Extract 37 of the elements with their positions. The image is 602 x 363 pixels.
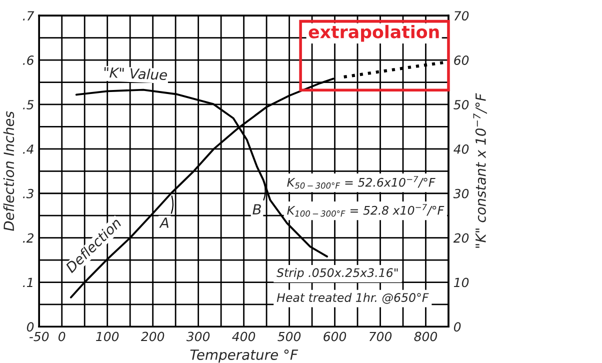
y-tick-label: .7 bbox=[23, 11, 34, 20]
y-tick-label: .6 bbox=[23, 56, 34, 65]
y2-tick-label: 40 bbox=[454, 144, 469, 154]
y2-tick-label: 10 bbox=[454, 278, 469, 288]
y2-tick-label: 50 bbox=[454, 100, 469, 110]
x-tick-label: -50 bbox=[29, 332, 49, 342]
annotation: K$_{100−300°F}$ = 52.8 x10$^{−7}$/°F bbox=[287, 204, 444, 217]
x-tick-label: 0 bbox=[58, 332, 66, 342]
y-tick-label: .3 bbox=[23, 188, 34, 198]
annotation: A bbox=[159, 218, 168, 228]
y-tick-label: 0 bbox=[26, 322, 34, 332]
annotation: K$_{50−300°F}$ = 52.6x10$^{−7}$/°F bbox=[287, 176, 436, 189]
y2-tick-label: 0 bbox=[454, 322, 461, 332]
series-label: extrapolation bbox=[308, 24, 439, 42]
x-tick-label: 600 bbox=[324, 332, 346, 342]
annotation: Strip .050x.25x3.16" bbox=[276, 268, 398, 280]
x-tick-label: 100 bbox=[96, 332, 119, 342]
annotation: B bbox=[252, 204, 261, 214]
y2-tick-label: 20 bbox=[453, 233, 469, 243]
x-tick-label: 400 bbox=[232, 332, 256, 342]
x-tick-label: 700 bbox=[369, 332, 392, 342]
y-tick-label: .4 bbox=[23, 144, 34, 154]
y-axis-title: Deflection Inches bbox=[3, 111, 14, 231]
annotation: Heat treated 1hr. @650°F bbox=[276, 292, 429, 304]
x-tick-label: 300 bbox=[186, 332, 210, 342]
x-axis-title: Temperature °F bbox=[190, 349, 298, 363]
x-tick-label: 500 bbox=[278, 332, 301, 342]
y-tick-label: .1 bbox=[23, 278, 32, 288]
y-tick-label: .2 bbox=[23, 233, 34, 243]
x-tick-label: 200 bbox=[140, 332, 164, 342]
y2-tick-label: 70 bbox=[454, 11, 469, 21]
y2-tick-label: 30 bbox=[453, 188, 469, 198]
y2-axis-title: "K" constant x 10$^{−7}$/°F bbox=[473, 93, 488, 248]
y2-tick-label: 60 bbox=[454, 56, 469, 65]
series-label: "K" Value bbox=[104, 66, 168, 80]
y-tick-label: .5 bbox=[23, 100, 34, 110]
x-tick-label: 800 bbox=[414, 332, 438, 342]
